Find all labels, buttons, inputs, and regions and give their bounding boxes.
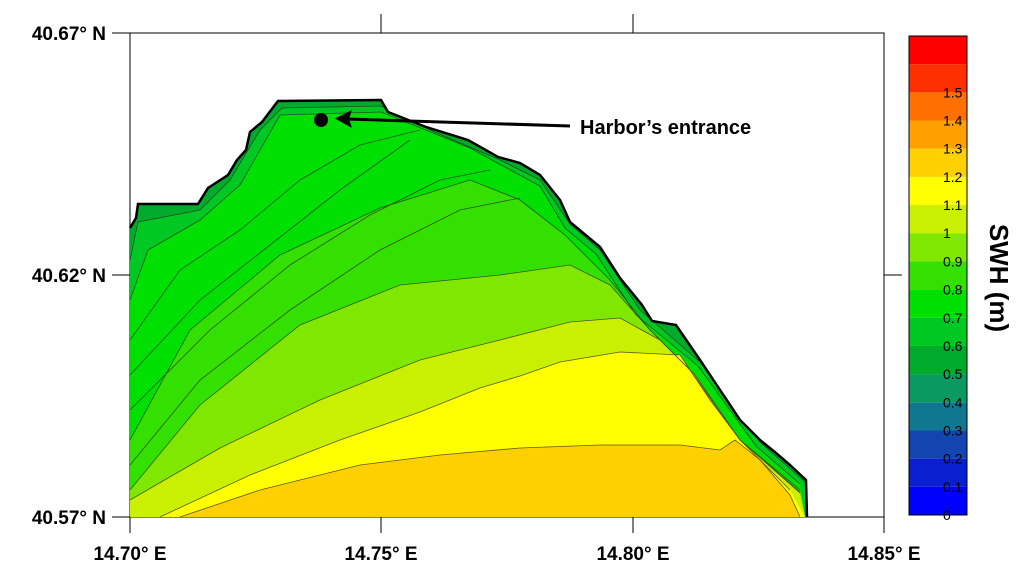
- contour-field: [130, 100, 807, 517]
- x-tick-label: 14.70° E: [93, 544, 166, 565]
- colorbar-tick-label: 1.2: [943, 169, 963, 185]
- colorbar-swatch: [909, 120, 967, 149]
- colorbar-frame: [908, 35, 968, 516]
- colorbar-tick-label: 0.6: [943, 338, 963, 354]
- colorbar-swatch: [909, 430, 967, 459]
- band-1-2: [180, 440, 800, 517]
- annotation-arrow-line: [345, 117, 571, 128]
- colorbar-title: SWH (m): [984, 224, 1014, 332]
- contour-lines: [130, 105, 806, 517]
- x-tick-label: 14.75° E: [344, 544, 417, 565]
- colorbar-swatch: [909, 64, 967, 93]
- annotation-arrow-head: [335, 110, 352, 128]
- colorbar-swatch: [909, 402, 967, 431]
- colorbar-tick-label: 0.4: [943, 394, 963, 410]
- colorbar-swatch: [909, 92, 967, 121]
- plot-area: 14.70° E 14.75° E 14.80° E 14.85° E 40.5…: [32, 14, 921, 565]
- y-tick-label: 40.57° N: [32, 508, 106, 529]
- colorbar-tick-label: 0.9: [943, 253, 963, 269]
- y-tick-label: 40.62° N: [32, 266, 106, 287]
- coastline: [128, 98, 809, 518]
- colorbar-tick-label: 1.4: [943, 113, 963, 129]
- colorbar-swatch: [909, 486, 967, 515]
- colorbar-swatch: [909, 345, 967, 375]
- harbor-entrance-point: [314, 113, 328, 127]
- colorbar-swatch: [909, 148, 967, 177]
- x-tick-labels: 14.70° E 14.75° E 14.80° E 14.85° E: [93, 544, 920, 565]
- colorbar-swatch: [909, 374, 967, 403]
- y-grid-ticks: [112, 32, 902, 518]
- colorbar-tick-label: 0.2: [943, 451, 963, 467]
- x-grid-ticks: [129, 14, 885, 533]
- colorbar-swatch: [909, 36, 967, 65]
- colorbar-tick-label: 0.1: [943, 479, 963, 495]
- colorbar-tick-label: 0.7: [943, 310, 963, 326]
- harbor-annotation: Harbor’s entrance: [314, 110, 751, 139]
- colorbar-swatch: [909, 205, 967, 234]
- colorbar-swatch: [909, 176, 967, 206]
- colorbar-swatch: [909, 317, 967, 346]
- colorbar-swatch: [909, 458, 967, 487]
- colorbar-swatch: [909, 261, 967, 290]
- x-tick-label: 14.85° E: [847, 544, 920, 565]
- colorbar-tick-label: 0.8: [943, 282, 963, 298]
- y-tick-labels: 40.57° N 40.62° N 40.67° N: [32, 24, 106, 529]
- colorbar: 00.10.20.30.40.50.60.70.80.911.11.21.31.…: [908, 35, 968, 523]
- y-tick-label: 40.67° N: [32, 24, 106, 45]
- colorbar-tick-label: 1.5: [943, 84, 963, 100]
- colorbar-tick-label: 1.3: [943, 141, 963, 157]
- colorbar-tick-label: 1.1: [943, 197, 963, 213]
- colorbar-tick-label: 0.5: [943, 366, 963, 382]
- colorbar-tick-label: 0.3: [943, 422, 963, 438]
- colorbar-swatch: [909, 289, 967, 318]
- harbor-entrance-label: Harbor’s entrance: [580, 117, 751, 139]
- colorbar-tick-label: 1: [943, 225, 951, 241]
- colorbar-swatch: [909, 233, 967, 262]
- x-tick-label: 14.80° E: [596, 544, 669, 565]
